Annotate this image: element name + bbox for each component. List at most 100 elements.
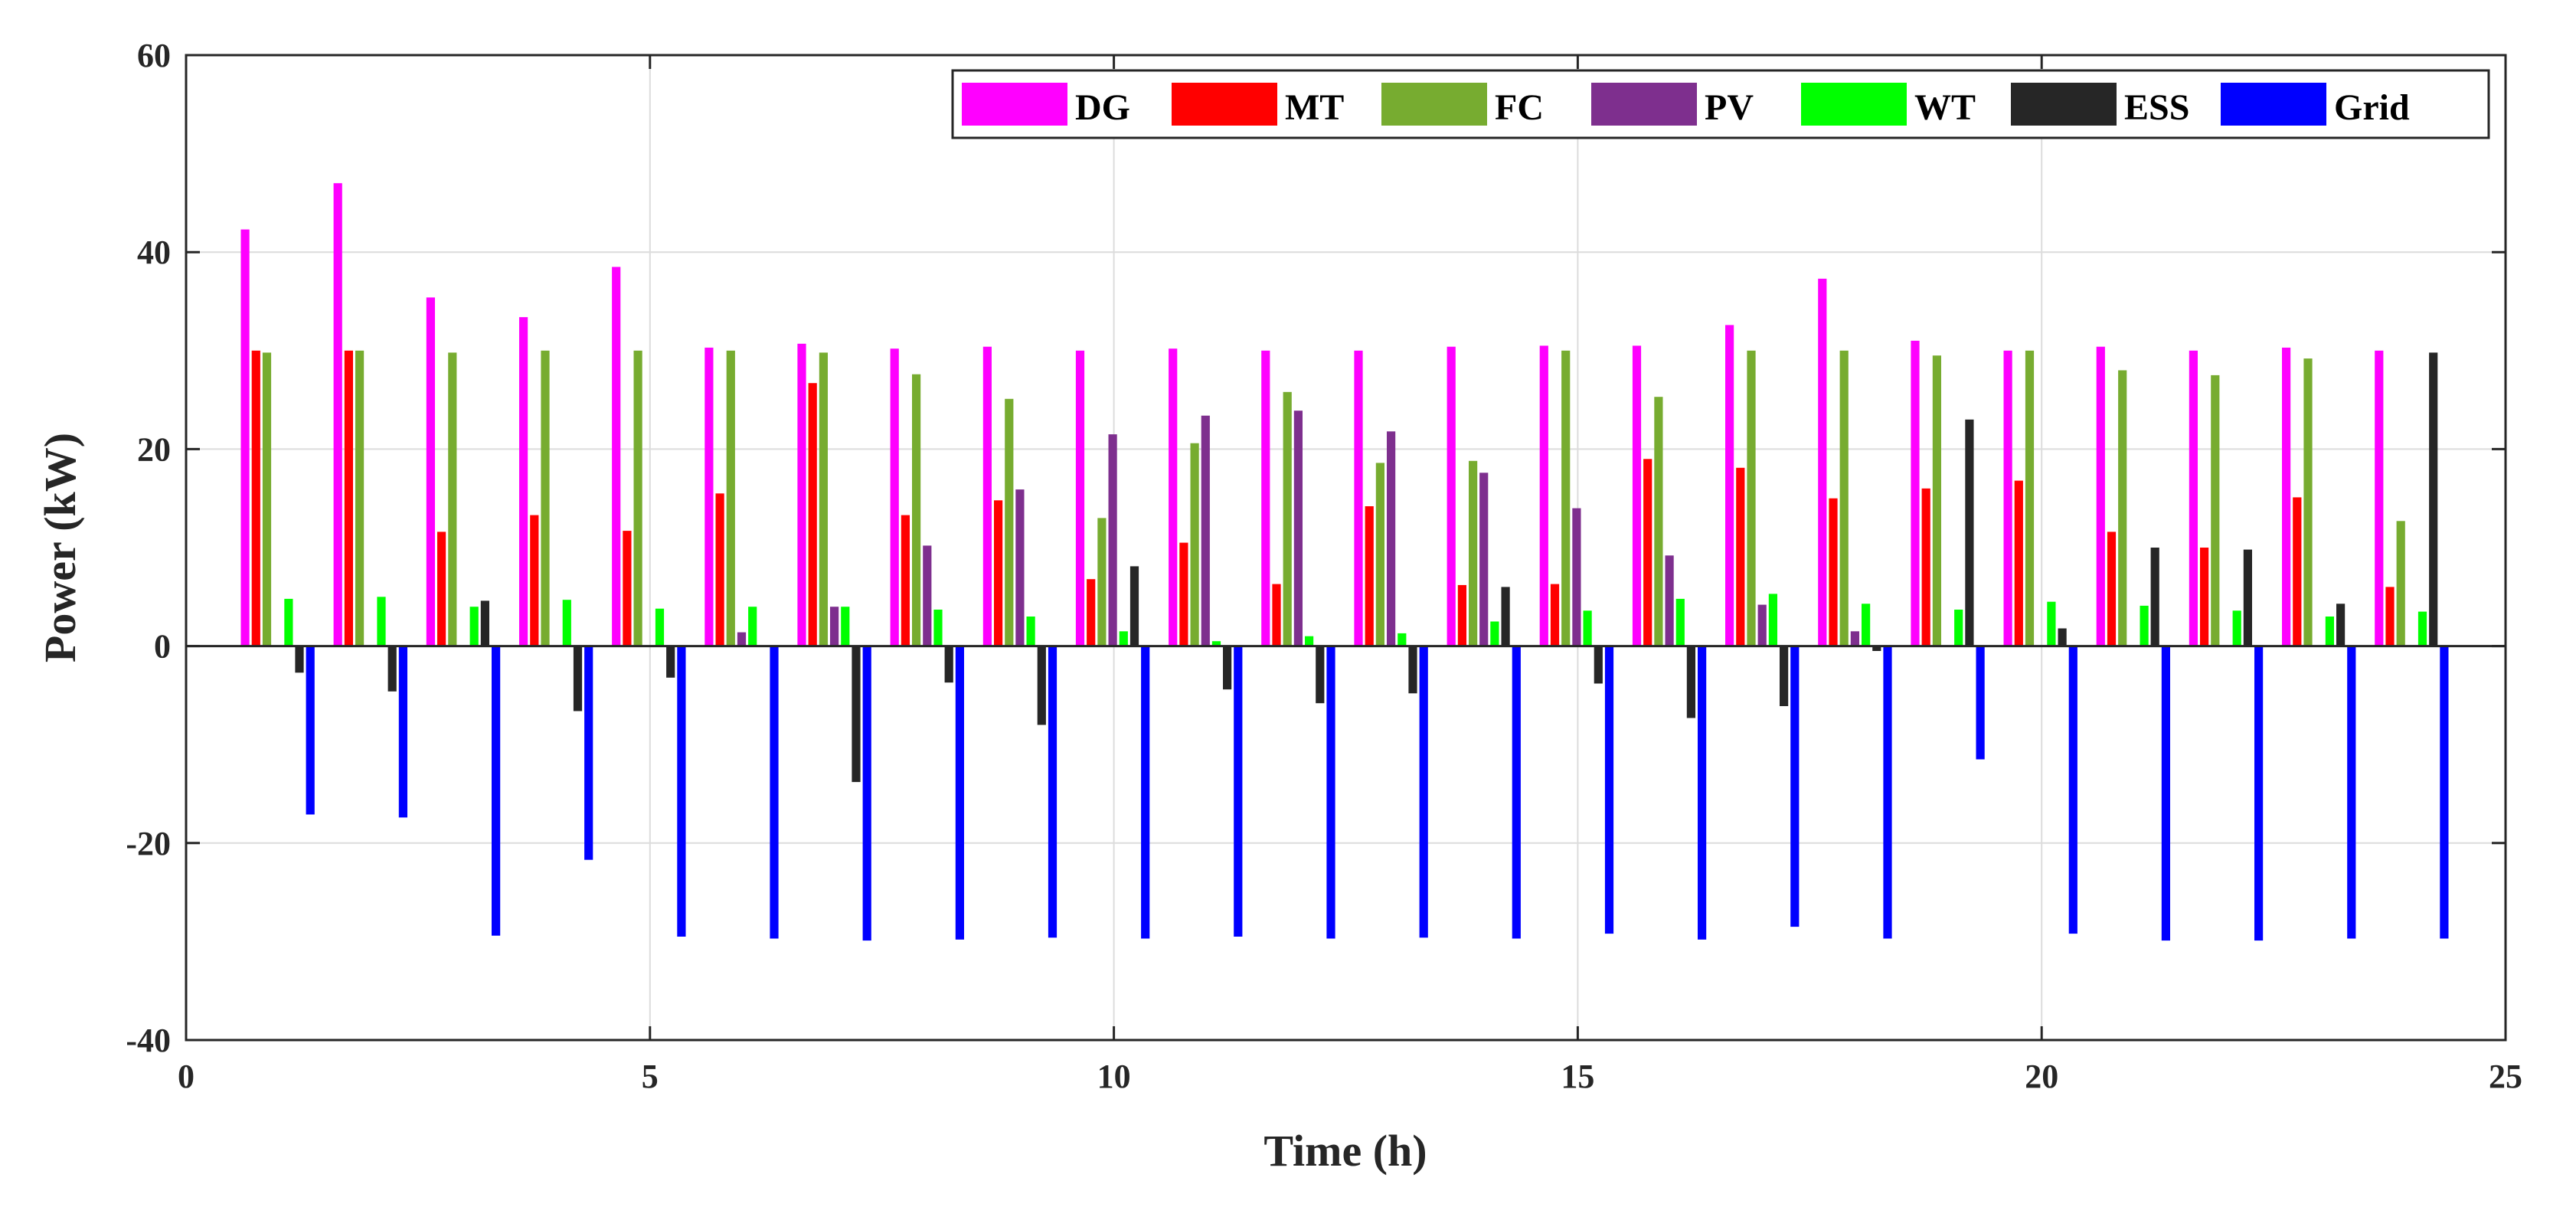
bar-wt-t20 (2047, 601, 2056, 646)
bar-dg-t20 (2003, 350, 2012, 646)
bar-mt-t21 (2107, 532, 2117, 646)
bar-grid-t12 (1326, 646, 1335, 939)
bar-mt-t17 (1736, 467, 1745, 646)
bar-ess-t7 (852, 646, 861, 783)
bar-fc-t22 (2211, 375, 2220, 646)
bar-fc-t8 (912, 374, 921, 646)
bar-dg-t9 (982, 346, 992, 646)
bar-wt-t10 (1119, 631, 1128, 646)
bar-pv-t10 (1108, 434, 1117, 646)
bar-dg-t6 (704, 347, 714, 646)
bar-pv-t9 (1015, 489, 1025, 646)
x-tick-label: 0 (178, 1058, 195, 1095)
bar-wt-t18 (1862, 604, 1871, 646)
bar-mt-t19 (1921, 488, 1930, 646)
legend-swatch-ess (2011, 83, 2117, 126)
bar-pv-t11 (1201, 415, 1210, 646)
bar-mt-t8 (901, 515, 910, 646)
bar-fc-t6 (726, 350, 735, 646)
y-tick-label: 40 (137, 234, 171, 271)
bar-dg-t24 (2375, 350, 2384, 646)
bar-grid-t8 (955, 646, 964, 940)
bar-grid-t11 (1234, 646, 1243, 937)
bar-dg-t5 (612, 267, 621, 646)
legend-swatch-wt (1801, 83, 1907, 126)
bar-wt-t21 (2140, 605, 2149, 646)
legend-swatch-fc (1381, 83, 1487, 126)
bar-ess-t11 (1223, 646, 1232, 690)
y-tick-label: 60 (137, 37, 171, 74)
bar-ess-t13 (1408, 646, 1417, 694)
bar-grid-t15 (1604, 646, 1614, 934)
bar-pv-t18 (1850, 631, 1859, 646)
bar-wt-t8 (933, 610, 943, 646)
bar-fc-t1 (262, 352, 272, 646)
legend-label-grid: Grid (2334, 87, 2410, 128)
bar-ess-t5 (666, 646, 675, 678)
bar-dg-t12 (1261, 350, 1270, 646)
axes (185, 54, 2507, 1042)
bar-pv-t8 (923, 545, 932, 646)
bar-ess-t14 (1501, 587, 1510, 646)
bar-mt-t22 (2200, 548, 2209, 646)
bar-grid-t1 (306, 646, 315, 815)
y-tick-label: 0 (154, 628, 171, 666)
legend-swatch-mt (1172, 83, 1277, 126)
bar-ess-t22 (2243, 549, 2252, 646)
bar-wt-t19 (1954, 610, 1963, 646)
legend-label-ess: ESS (2124, 87, 2189, 128)
bar-ess-t12 (1316, 646, 1325, 704)
bar-grid-t24 (2440, 646, 2449, 939)
bar-pv-t17 (1757, 604, 1767, 646)
bar-fc-t20 (2025, 350, 2035, 646)
bar-grid-t17 (1790, 646, 1800, 927)
plot-frame (185, 54, 2507, 1042)
bar-fc-t13 (1375, 463, 1384, 646)
bar-wt-t13 (1398, 633, 1407, 646)
bar-wt-t2 (377, 597, 386, 646)
bar-wt-t22 (2232, 610, 2241, 646)
bar-wt-t12 (1305, 636, 1314, 646)
bar-ess-t21 (2150, 548, 2159, 646)
legend-swatch-grid (2221, 83, 2326, 126)
y-tick-label: 20 (137, 430, 171, 468)
bar-mt-t12 (1272, 584, 1281, 646)
legend-swatch-pv (1591, 83, 1697, 126)
bar-mt-t18 (1829, 498, 1838, 646)
bar-wt-t5 (655, 608, 665, 646)
x-tick-label: 10 (1097, 1058, 1131, 1095)
bar-grid-t9 (1048, 646, 1058, 938)
bar-ess-t3 (480, 600, 489, 646)
bar-fc-t12 (1283, 391, 1292, 646)
bar-ess-t15 (1594, 646, 1603, 684)
legend-label-wt: WT (1914, 87, 1976, 128)
bar-pv-t6 (737, 632, 747, 646)
bar-wt-t24 (2417, 611, 2427, 646)
x-tick-label: 20 (2025, 1058, 2058, 1095)
bar-wt-t7 (841, 607, 850, 646)
y-tick-label: -20 (126, 825, 171, 862)
bar-dg-t14 (1447, 346, 1456, 646)
bar-pv-t7 (830, 607, 839, 646)
bar-grid-t2 (398, 646, 407, 818)
bar-dg-t1 (240, 229, 250, 646)
bar-mt-t3 (437, 532, 446, 646)
bar-fc-t16 (1654, 397, 1663, 646)
bar-wt-t6 (748, 607, 757, 646)
bar-wt-t9 (1026, 617, 1035, 646)
x-tick-label: 25 (2489, 1058, 2522, 1095)
bar-fc-t2 (355, 350, 364, 646)
legend-label-dg: DG (1075, 87, 1130, 128)
bar-grid-t19 (1976, 646, 1985, 760)
bar-ess-t2 (387, 646, 397, 692)
bar-mt-t2 (344, 350, 353, 646)
bar-mt-t20 (2014, 480, 2023, 646)
x-tick-label: 5 (642, 1058, 659, 1095)
bar-mt-t9 (994, 500, 1003, 646)
bar-dg-t11 (1169, 348, 1178, 646)
bar-pv-t16 (1665, 555, 1674, 646)
y-tick-label: -40 (126, 1022, 171, 1059)
bar-ess-t24 (2429, 352, 2438, 646)
bar-pv-t13 (1387, 431, 1396, 646)
bar-wt-t1 (284, 598, 293, 646)
